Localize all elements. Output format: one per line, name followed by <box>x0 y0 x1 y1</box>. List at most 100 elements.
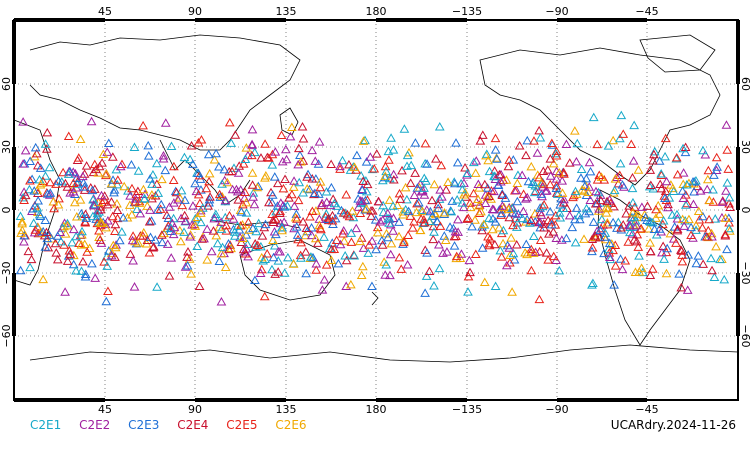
occultation-marker <box>602 218 613 227</box>
occultation-marker <box>432 216 442 226</box>
occultation-marker <box>543 255 554 264</box>
occultation-marker <box>410 138 421 147</box>
occultation-marker <box>288 182 299 191</box>
occultation-marker <box>636 223 647 233</box>
occultation-marker <box>164 202 175 211</box>
occultation-marker <box>349 162 360 171</box>
occultation-marker <box>538 166 549 175</box>
occultation-marker <box>102 147 113 156</box>
occultation-marker <box>321 260 332 269</box>
occultation-marker <box>592 226 602 235</box>
occultation-marker <box>127 235 138 245</box>
occultation-marker <box>378 200 388 210</box>
occultation-marker <box>102 199 113 209</box>
occultation-marker <box>89 159 100 169</box>
occultation-marker <box>409 217 419 226</box>
occultation-marker <box>498 225 509 235</box>
occultation-marker <box>660 193 670 203</box>
occultation-marker <box>508 220 518 230</box>
occultation-marker <box>528 231 539 240</box>
occultation-marker <box>52 231 63 240</box>
occultation-marker <box>263 153 274 162</box>
occultation-marker <box>520 194 531 203</box>
occultation-marker <box>535 217 546 227</box>
occultation-marker <box>595 225 606 234</box>
occultation-marker <box>503 204 514 214</box>
occultation-marker <box>306 252 316 261</box>
occultation-marker <box>29 227 40 237</box>
occultation-marker <box>612 172 622 181</box>
occultation-marker <box>649 146 660 156</box>
frame-ticks <box>12 18 740 402</box>
occultation-marker <box>449 178 460 188</box>
occultation-marker <box>77 171 88 181</box>
occultation-marker <box>86 116 97 126</box>
occultation-marker <box>192 241 203 251</box>
occultation-marker <box>592 139 603 149</box>
occultation-marker <box>490 133 501 143</box>
occultation-marker <box>511 222 522 231</box>
occultation-marker <box>106 197 117 206</box>
occultation-marker <box>428 234 439 244</box>
occultation-marker <box>614 133 625 143</box>
occultation-marker <box>35 179 46 189</box>
occultation-marker <box>365 152 376 161</box>
occultation-marker <box>567 222 578 232</box>
occultation-marker <box>490 145 501 154</box>
graticule <box>14 20 738 400</box>
occultation-marker <box>229 227 240 236</box>
occultation-marker <box>112 175 123 184</box>
occultation-marker <box>281 154 292 164</box>
occultation-marker <box>490 174 501 183</box>
occultation-marker <box>107 152 118 161</box>
occultation-marker <box>128 255 138 265</box>
occultation-marker <box>33 196 43 205</box>
occultation-marker <box>496 252 507 261</box>
occultation-marker <box>722 244 732 254</box>
occultation-marker <box>338 225 349 235</box>
occultation-marker <box>697 222 708 232</box>
occultation-marker <box>465 198 475 207</box>
occultation-marker <box>367 281 377 291</box>
occultation-marker <box>657 247 667 257</box>
occultation-marker <box>156 199 167 209</box>
occultation-marker <box>382 208 393 218</box>
occultation-marker <box>464 255 475 265</box>
occultation-marker <box>331 235 342 245</box>
occultation-marker <box>463 271 474 281</box>
legend-item-c2e3: C2E3 <box>128 418 160 432</box>
occultation-marker <box>672 209 682 219</box>
lon-label: 135 <box>276 403 297 416</box>
occultation-marker <box>283 252 293 262</box>
occultation-marker <box>146 216 157 225</box>
occultation-marker <box>123 186 133 195</box>
occultation-marker <box>479 179 490 189</box>
legend-item-c2e4: C2E4 <box>177 418 209 432</box>
occultation-marker <box>627 207 638 217</box>
occultation-marker <box>585 166 596 176</box>
occultation-marker <box>289 223 299 233</box>
occultation-marker <box>594 204 604 213</box>
occultation-marker <box>402 260 413 269</box>
occultation-marker <box>457 184 468 194</box>
occultation-marker <box>340 250 351 260</box>
occultation-marker <box>204 176 214 186</box>
lon-label: −135 <box>452 5 482 18</box>
occultation-marker <box>392 200 403 210</box>
occultation-marker <box>494 169 505 179</box>
occultation-marker <box>415 225 426 235</box>
occultation-marker <box>554 208 565 217</box>
occultation-marker <box>644 216 655 226</box>
occultation-marker <box>587 243 598 252</box>
occultation-marker <box>501 260 512 270</box>
occultation-marker <box>503 161 514 171</box>
occultation-marker <box>238 159 249 168</box>
occultation-marker <box>576 173 586 182</box>
occultation-marker <box>249 199 260 209</box>
occultation-marker <box>180 262 191 271</box>
occultation-marker <box>107 211 118 221</box>
occultation-marker <box>144 217 155 226</box>
occultation-marker <box>158 150 169 160</box>
occultation-marker <box>477 130 488 139</box>
occultation-marker <box>526 244 537 254</box>
